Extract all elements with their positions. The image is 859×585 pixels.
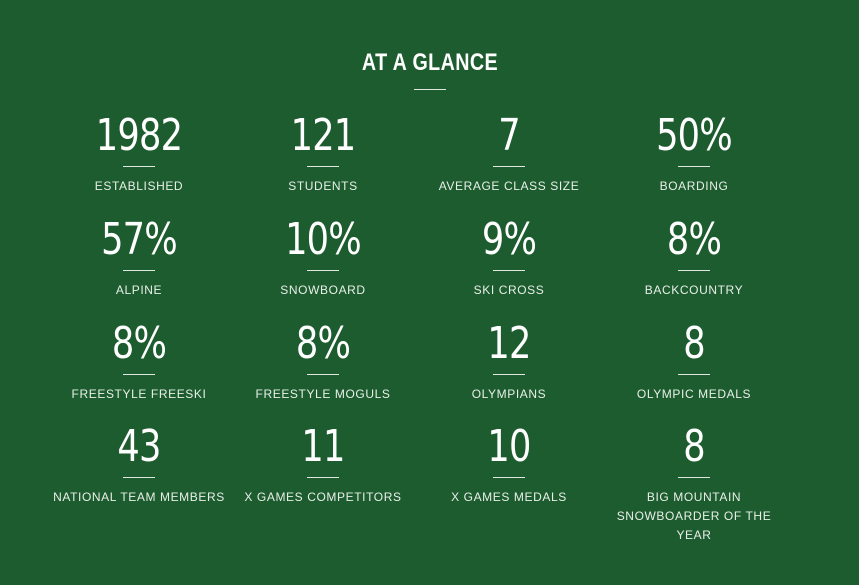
stat-value: 8% (666, 214, 722, 265)
stat-value: 7 (498, 110, 520, 161)
stat-snowboard: 10% SNOWBOARD (230, 215, 416, 300)
stat-value: 1982 (95, 110, 183, 161)
stat-label: SNOWBOARD (280, 283, 366, 297)
stat-divider (307, 374, 339, 375)
stat-value: 9% (481, 214, 537, 265)
stat-established: 1982 ESTABLISHED (46, 111, 232, 196)
stat-value: 10% (285, 214, 362, 265)
stat-olympic-medals: 8 OLYMPIC MEDALS (601, 319, 787, 404)
stat-value: 8% (295, 318, 351, 369)
stat-divider (678, 166, 710, 167)
stat-divider (493, 166, 525, 167)
stat-national-team-members: 43 NATIONAL TEAM MEMBERS (46, 422, 232, 507)
stat-olympians: 12 OLYMPIANS (416, 319, 602, 404)
stat-divider (678, 270, 710, 271)
stat-label: OLYMPIANS (471, 387, 547, 401)
stat-boarding: 50% BOARDING (601, 111, 787, 196)
stat-big-mountain-snowboarder: 8 BIG MOUNTAIN SNOWBOARDER OF THE YEAR (601, 422, 787, 545)
stat-label: X GAMES COMPETITORS (244, 490, 402, 504)
stat-divider (123, 166, 155, 167)
stat-label: STUDENTS (288, 179, 358, 193)
stat-divider (123, 477, 155, 478)
stat-label: BIG MOUNTAIN SNOWBOARDER OF THE YEAR (616, 490, 772, 542)
stat-label: FREESTYLE FREESKI (71, 387, 207, 401)
stat-divider (123, 270, 155, 271)
stat-divider (678, 477, 710, 478)
title-divider (413, 89, 446, 90)
stat-label: SKI CROSS (473, 283, 545, 297)
stat-divider (493, 270, 525, 271)
stat-freestyle-moguls: 8% FREESTYLE MOGULS (230, 319, 416, 404)
stat-ski-cross: 9% SKI CROSS (416, 215, 602, 300)
stat-x-games-competitors: 11 X GAMES COMPETITORS (230, 422, 416, 507)
section-header: AT A GLANCE (0, 47, 859, 90)
stat-value: 57% (101, 214, 178, 265)
stat-divider (493, 477, 525, 478)
stat-label: BACKCOUNTRY (644, 283, 744, 297)
stat-value: 8% (111, 318, 167, 369)
stat-value: 121 (290, 110, 357, 161)
stat-value: 8 (683, 318, 705, 369)
stat-label: ALPINE (115, 283, 163, 297)
stat-value: 43 (117, 421, 161, 472)
stat-divider (493, 374, 525, 375)
stat-divider (307, 166, 339, 167)
stat-value: 8 (683, 421, 705, 472)
stat-value: 12 (487, 318, 531, 369)
stat-freestyle-freeski: 8% FREESTYLE FREESKI (46, 319, 232, 404)
stat-divider (307, 477, 339, 478)
stat-alpine: 57% ALPINE (46, 215, 232, 300)
stat-value: 10 (487, 421, 531, 472)
stat-average-class-size: 7 AVERAGE CLASS SIZE (416, 111, 602, 196)
stat-divider (307, 270, 339, 271)
section-title: AT A GLANCE (361, 49, 498, 76)
stat-label: NATIONAL TEAM MEMBERS (53, 490, 225, 504)
stat-label: FREESTYLE MOGULS (255, 387, 391, 401)
stat-x-games-medals: 10 X GAMES MEDALS (416, 422, 602, 507)
stat-label: ESTABLISHED (94, 179, 184, 193)
stat-label: X GAMES MEDALS (451, 490, 567, 504)
stat-label: BOARDING (659, 179, 729, 193)
stat-divider (123, 374, 155, 375)
stat-backcountry: 8% BACKCOUNTRY (601, 215, 787, 300)
stat-students: 121 STUDENTS (230, 111, 416, 196)
stat-divider (678, 374, 710, 375)
stat-value: 50% (656, 110, 733, 161)
stat-label: OLYMPIC MEDALS (636, 387, 752, 401)
stat-label: AVERAGE CLASS SIZE (438, 179, 580, 193)
stat-value: 11 (301, 421, 345, 472)
